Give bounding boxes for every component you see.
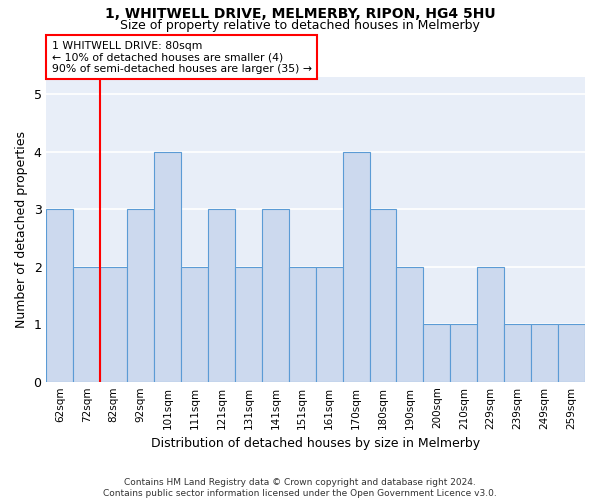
Bar bbox=[451, 324, 477, 382]
Text: 1, WHITWELL DRIVE, MELMERBY, RIPON, HG4 5HU: 1, WHITWELL DRIVE, MELMERBY, RIPON, HG4 … bbox=[104, 8, 496, 22]
Bar bbox=[100, 266, 127, 382]
Text: 1 WHITWELL DRIVE: 80sqm
← 10% of detached houses are smaller (4)
90% of semi-det: 1 WHITWELL DRIVE: 80sqm ← 10% of detache… bbox=[52, 41, 312, 74]
Bar bbox=[235, 266, 262, 382]
Bar bbox=[154, 152, 181, 382]
Bar bbox=[73, 266, 100, 382]
Bar bbox=[181, 266, 208, 382]
Bar bbox=[477, 266, 504, 382]
Bar bbox=[262, 209, 289, 382]
Bar bbox=[504, 324, 531, 382]
Bar bbox=[343, 152, 370, 382]
Bar bbox=[397, 266, 424, 382]
Bar bbox=[370, 209, 397, 382]
Bar bbox=[208, 209, 235, 382]
Y-axis label: Number of detached properties: Number of detached properties bbox=[15, 131, 28, 328]
Bar bbox=[531, 324, 558, 382]
Bar bbox=[127, 209, 154, 382]
Bar bbox=[424, 324, 451, 382]
Bar bbox=[558, 324, 585, 382]
Bar bbox=[289, 266, 316, 382]
Text: Contains HM Land Registry data © Crown copyright and database right 2024.
Contai: Contains HM Land Registry data © Crown c… bbox=[103, 478, 497, 498]
Bar bbox=[46, 209, 73, 382]
Bar bbox=[316, 266, 343, 382]
Text: Size of property relative to detached houses in Melmerby: Size of property relative to detached ho… bbox=[120, 19, 480, 32]
X-axis label: Distribution of detached houses by size in Melmerby: Distribution of detached houses by size … bbox=[151, 437, 480, 450]
